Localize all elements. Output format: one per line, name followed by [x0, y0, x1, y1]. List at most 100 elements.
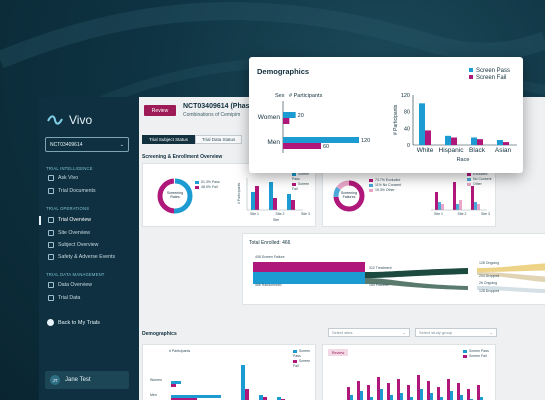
site-legend-fail: Screen Fail [469, 354, 487, 358]
sidebar-item-label: Trial Documents [58, 188, 96, 194]
review-button[interactable]: Review [144, 105, 176, 116]
x-axis-label: Site [273, 218, 279, 223]
sidebar-item-label: Subject Overview [58, 242, 98, 248]
select-sites-placeholder: Select sites [332, 330, 352, 335]
hbar-men-fail [283, 143, 321, 149]
mini-men-label: Men [150, 393, 157, 398]
tab-trial-subject-status[interactable]: Trial Subject Status [142, 135, 195, 144]
legend-label-fail: Screen Fail [476, 75, 506, 81]
vbar-white-pass [419, 103, 425, 145]
site-icon [48, 230, 54, 236]
back-to-my-trials-link[interactable]: Back to My Trials [47, 319, 100, 326]
mini-participants-label: # Participants [169, 349, 190, 354]
legend-pass: 51.3% Pass [201, 180, 220, 184]
sidebar-item-trial-documents[interactable]: Trial Documents [48, 188, 96, 194]
tick-site-3: Site 3 [301, 212, 310, 217]
site-legend-pass: Screen Pass [469, 349, 489, 353]
trial-select[interactable]: NCT03409614 ⌄ [45, 137, 129, 152]
vbar-hispanic-fail [451, 138, 457, 146]
legend-swatch-pass [469, 68, 473, 72]
popup-charts: Screen Pass Screen Fail Sex # Participan… [249, 57, 523, 173]
user-name: Jane Test [65, 377, 91, 383]
sidebar-item-data-overview[interactable]: Data Overview [48, 282, 92, 288]
donut2-legend: 73.7% Excluded 11% No Consent 15.3% Othe… [369, 178, 401, 193]
flow-label-treatment: 312 Treatment [369, 266, 392, 271]
tick-site-2: Site 2 [276, 212, 285, 217]
tick-site-1: Site 1 [434, 212, 443, 217]
vbar-white-fail [425, 130, 431, 145]
flow-screen-failure [253, 262, 365, 272]
document-icon [48, 188, 54, 194]
back-label: Back to My Trials [58, 320, 100, 326]
trial-title: NCT03409614 (Phase 2 [183, 103, 259, 110]
vbar-category-label: White [417, 147, 434, 154]
vbar-y-tick: 120 [401, 93, 410, 99]
flow-label-dropped-1: 204 Dropped [479, 274, 499, 279]
chevron-down-icon: ⌄ [403, 330, 406, 335]
chat-icon [48, 175, 54, 181]
vbar-asian-pass [497, 140, 503, 145]
tick-site-2: Site 2 [458, 212, 467, 217]
vbar-hispanic-pass [445, 136, 451, 145]
sidebar-item-label: Safety & Adverse Events [58, 254, 115, 260]
mini-legend: Screen Pass Screen Fail [293, 349, 315, 369]
chevron-down-icon: ⌄ [120, 142, 124, 148]
sidebar-item-trial-data[interactable]: Trial Data [48, 295, 80, 301]
hbar-women-fail [283, 118, 289, 124]
flow-label-randomized: 466 Randomized [255, 283, 281, 288]
tab-bar: Trial Subject Status Trial Data Status [142, 135, 242, 144]
vbar-asian-fail [503, 142, 509, 145]
legend-swatch-fail [469, 75, 473, 79]
vbar-black-pass [471, 138, 477, 146]
nav-section-trial-intelligence: TRIAL INTELLIGENCE [46, 166, 93, 171]
legend-excluded: 73.7% Excluded [375, 178, 400, 182]
nav-section-trial-operations: TRIAL OPERATIONS [46, 206, 89, 211]
hbar-category-label: Men [267, 139, 280, 146]
sidebar-item-site-overview[interactable]: Site Overview [48, 230, 90, 236]
failure-bars-legend: Excluded No Consent Other [467, 172, 491, 187]
vbar-y-tick: 80 [404, 110, 410, 116]
mini-review-button[interactable]: Review [328, 349, 348, 356]
sidebar-item-label: Trial Overview [58, 217, 91, 223]
site-bars-legend: Screen Pass Screen Fail [292, 172, 315, 192]
race-axis-label: Race [457, 157, 470, 163]
flow-label-ongoing-2: 26 Ongoing [479, 281, 497, 286]
hbar-group: WomenMen2012060 [258, 112, 370, 150]
demographics-popup: Demographics Screen Pass Screen Fail Sex… [249, 57, 523, 173]
legend-no-consent-2: No Consent [473, 177, 491, 181]
vbar-y-axis-label: # Participants [393, 104, 399, 135]
logo: Vivo [47, 113, 92, 127]
vbar-category-label: Hispanic [439, 147, 465, 154]
nav-section-trial-data-management: TRIAL DATA MANAGEMENT [46, 272, 105, 277]
demographics-sex-card: # Participants Women Men Screen Pass Scr… [142, 344, 316, 400]
hbar-data-label: 60 [323, 144, 329, 150]
sidebar-item-ask-vivo[interactable]: Ask Vivo [48, 175, 78, 181]
vbar-y-tick: 40 [404, 126, 410, 132]
tab-trial-data-status[interactable]: Trial Data Status [195, 135, 242, 144]
table-icon [48, 295, 54, 301]
sidebar-item-label: Site Overview [58, 230, 90, 236]
flow-label-screen-failure: 408 Screen Failure [255, 255, 285, 260]
chevron-down-icon: ⌄ [490, 330, 493, 335]
site-tick-labels: Site 1 Site 2 Site 3 [250, 212, 310, 217]
hbar-women-pass [283, 112, 296, 118]
sidebar-item-subject-overview[interactable]: Subject Overview [48, 242, 98, 248]
legend-other: 15.3% Other [375, 188, 395, 192]
legend-fail: 48.0% Fail [201, 185, 218, 189]
sidebar-item-trial-overview[interactable]: Trial Overview [48, 217, 91, 223]
select-group-placeholder: Select study group [419, 330, 452, 335]
select-sites-dropdown[interactable]: Select sites ⌄ [328, 328, 410, 337]
select-group-dropdown[interactable]: Select study group ⌄ [415, 328, 497, 337]
sidebar-item-safety[interactable]: Safety & Adverse Events [48, 254, 115, 260]
user-menu[interactable]: JT Jane Test [45, 371, 129, 389]
vbar-black-fail [477, 139, 483, 145]
tick-site-3: Site 3 [481, 212, 490, 217]
legend-other-2: Other [473, 182, 482, 186]
legend-label-pass: Screen Pass [476, 68, 510, 74]
enrollment-flow-card: Total Enrolled: 466 408 Screen Failure 4… [242, 233, 545, 305]
tick-site-1: Site 1 [250, 212, 259, 217]
flask-icon [48, 217, 54, 223]
donut1-label: Screening Rates [164, 191, 186, 199]
vbar-category-label: Black [469, 147, 486, 154]
sex-axis-label: Sex [275, 93, 285, 99]
